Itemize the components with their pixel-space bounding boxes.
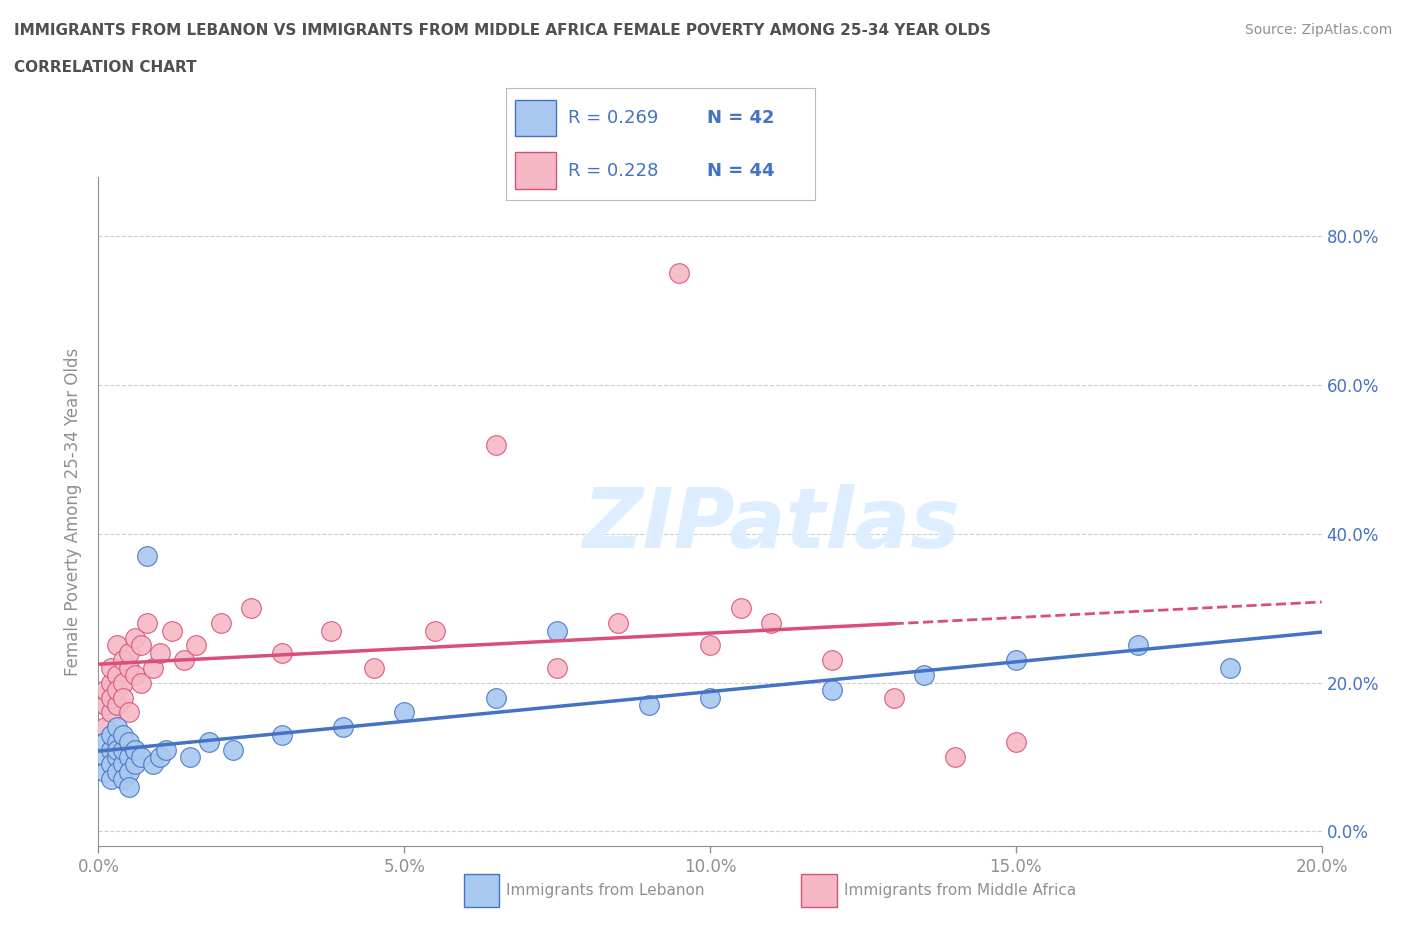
Point — [699, 638, 721, 653]
Point — [118, 764, 141, 779]
Point — [124, 757, 146, 772]
Point — [100, 660, 122, 675]
Point — [332, 720, 354, 735]
Point — [1004, 735, 1026, 750]
Point — [124, 631, 146, 645]
Point — [160, 623, 183, 638]
Point — [118, 660, 141, 675]
Text: Immigrants from Lebanon: Immigrants from Lebanon — [506, 883, 704, 897]
Point — [1128, 638, 1150, 653]
Point — [100, 757, 122, 772]
Point — [118, 705, 141, 720]
Point — [485, 437, 508, 452]
Point — [105, 668, 128, 683]
Point — [118, 779, 141, 794]
Point — [186, 638, 208, 653]
Point — [105, 720, 128, 735]
Point — [759, 616, 782, 631]
Point — [111, 727, 134, 742]
Point — [730, 601, 752, 616]
Point — [105, 735, 128, 750]
Point — [105, 750, 128, 764]
Point — [392, 705, 416, 720]
Point — [149, 645, 172, 660]
Point — [546, 660, 568, 675]
Point — [142, 660, 165, 675]
Point — [105, 683, 128, 698]
Point — [423, 623, 446, 638]
Point — [668, 266, 690, 281]
Y-axis label: Female Poverty Among 25-34 Year Olds: Female Poverty Among 25-34 Year Olds — [65, 348, 83, 675]
Point — [100, 705, 122, 720]
Point — [546, 623, 568, 638]
Text: N = 44: N = 44 — [707, 162, 775, 179]
Point — [93, 683, 115, 698]
Point — [155, 742, 177, 757]
Point — [943, 750, 966, 764]
Text: R = 0.269: R = 0.269 — [568, 110, 658, 127]
Point — [319, 623, 342, 638]
Text: R = 0.228: R = 0.228 — [568, 162, 658, 179]
Point — [100, 727, 122, 742]
Point — [93, 750, 115, 764]
Point — [105, 698, 128, 712]
Point — [883, 690, 905, 705]
Point — [699, 690, 721, 705]
Point — [149, 750, 172, 764]
Point — [821, 653, 844, 668]
Point — [179, 750, 201, 764]
Point — [93, 764, 115, 779]
Point — [105, 742, 128, 757]
Point — [173, 653, 195, 668]
Text: Immigrants from Middle Africa: Immigrants from Middle Africa — [844, 883, 1076, 897]
Point — [100, 690, 122, 705]
Point — [111, 653, 134, 668]
Text: ZIPatlas: ZIPatlas — [582, 485, 960, 565]
Point — [142, 757, 165, 772]
Text: CORRELATION CHART: CORRELATION CHART — [14, 60, 197, 75]
Point — [222, 742, 245, 757]
Point — [93, 735, 115, 750]
Point — [118, 645, 141, 660]
Point — [270, 645, 292, 660]
Point — [111, 675, 134, 690]
Point — [93, 698, 115, 712]
Point — [1219, 660, 1241, 675]
Point — [637, 698, 661, 712]
Point — [363, 660, 385, 675]
Point — [136, 549, 159, 564]
Point — [118, 750, 141, 764]
Point — [105, 764, 128, 779]
Text: IMMIGRANTS FROM LEBANON VS IMMIGRANTS FROM MIDDLE AFRICA FEMALE POVERTY AMONG 25: IMMIGRANTS FROM LEBANON VS IMMIGRANTS FR… — [14, 23, 991, 38]
FancyBboxPatch shape — [516, 152, 555, 189]
FancyBboxPatch shape — [516, 100, 555, 137]
Point — [93, 720, 115, 735]
Point — [197, 735, 219, 750]
Point — [124, 742, 146, 757]
Point — [111, 757, 134, 772]
Point — [111, 772, 134, 787]
Point — [821, 683, 844, 698]
Point — [100, 742, 122, 757]
Point — [1004, 653, 1026, 668]
Point — [485, 690, 508, 705]
Point — [240, 601, 263, 616]
Point — [607, 616, 630, 631]
Point — [118, 735, 141, 750]
Point — [111, 690, 134, 705]
Point — [129, 638, 152, 653]
Point — [270, 727, 292, 742]
Point — [136, 616, 159, 631]
Point — [209, 616, 232, 631]
Point — [129, 675, 152, 690]
Point — [105, 638, 128, 653]
Text: N = 42: N = 42 — [707, 110, 775, 127]
Point — [100, 675, 122, 690]
Point — [129, 750, 152, 764]
Point — [100, 772, 122, 787]
Point — [912, 668, 935, 683]
Point — [111, 742, 134, 757]
Text: Source: ZipAtlas.com: Source: ZipAtlas.com — [1244, 23, 1392, 37]
Point — [124, 668, 146, 683]
